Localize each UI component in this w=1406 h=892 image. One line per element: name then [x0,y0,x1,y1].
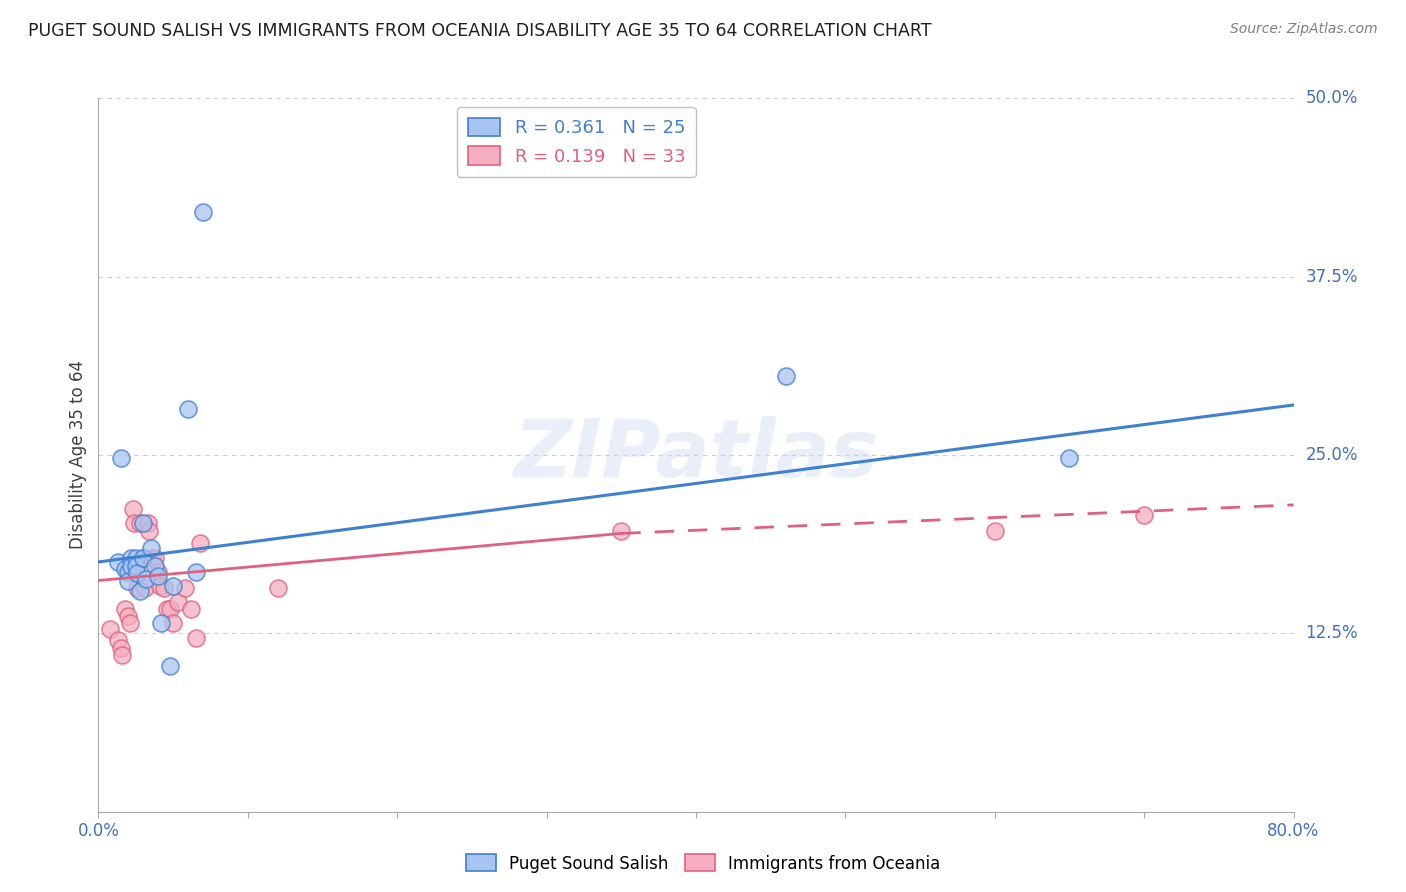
Point [188,536,211,550]
Point [166,595,188,609]
Point [134,581,156,595]
Text: 37.5%: 37.5% [1305,268,1358,285]
Point [107,555,129,569]
Point [148,569,170,583]
Point [983,524,1005,538]
Point [120,550,142,565]
Point [129,583,152,598]
Text: 50.0%: 50.0% [1305,89,1358,107]
Text: 12.5%: 12.5% [1305,624,1358,642]
Point [138,524,160,538]
Point [180,602,202,616]
Text: ZIPatlas: ZIPatlas [513,416,879,494]
Point [159,602,181,616]
Point [139,541,162,555]
Point [135,572,157,586]
Point [125,550,148,565]
Text: 25.0%: 25.0% [1305,446,1358,464]
Point [117,565,139,579]
Point [775,369,797,384]
Point [153,581,176,595]
Point [98,622,122,636]
Point [156,602,179,616]
Point [162,616,184,631]
Point [174,581,197,595]
Point [184,565,207,579]
Legend: Puget Sound Salish, Immigrants from Oceania: Puget Sound Salish, Immigrants from Ocea… [458,847,948,880]
Y-axis label: Disability Age 35 to 64: Disability Age 35 to 64 [69,360,87,549]
Point [136,516,159,531]
Point [148,565,170,579]
Point [143,550,166,565]
Point [132,516,155,531]
Point [120,559,142,574]
Point [150,616,173,631]
Point [132,550,155,565]
Point [127,581,149,595]
Point [127,566,149,581]
Point [149,579,172,593]
Point [141,550,163,565]
Point [177,402,200,417]
Point [111,648,134,662]
Text: PUGET SOUND SALISH VS IMMIGRANTS FROM OCEANIA DISABILITY AGE 35 TO 64 CORRELATIO: PUGET SOUND SALISH VS IMMIGRANTS FROM OC… [28,22,932,40]
Point [118,616,141,631]
Point [610,524,633,538]
Point [1133,508,1156,522]
Point [184,631,207,645]
Point [125,559,148,574]
Point [110,640,132,655]
Point [143,559,166,574]
Point [129,516,152,531]
Point [159,659,181,673]
Point [125,559,148,574]
Point [162,579,184,593]
Point [110,450,132,465]
Point [124,516,146,531]
Text: Source: ZipAtlas.com: Source: ZipAtlas.com [1230,22,1378,37]
Point [114,562,136,576]
Point [114,602,136,616]
Point [132,550,155,565]
Point [121,502,143,516]
Legend: R = 0.361   N = 25, R = 0.139   N = 33: R = 0.361 N = 25, R = 0.139 N = 33 [457,107,696,177]
Point [191,205,214,219]
Point [117,574,139,588]
Point [1059,450,1081,465]
Point [267,581,290,595]
Point [117,609,139,624]
Point [107,633,129,648]
